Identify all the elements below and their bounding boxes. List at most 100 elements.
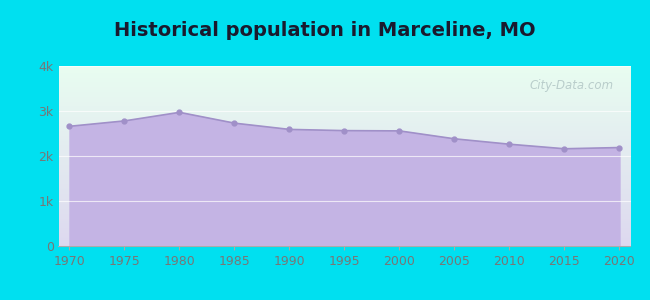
Bar	[58, 245, 630, 246]
Bar	[58, 77, 630, 78]
Bar	[58, 72, 630, 73]
Bar	[58, 136, 630, 137]
Bar	[58, 204, 630, 205]
Bar	[58, 97, 630, 98]
Bar	[58, 76, 630, 77]
Bar	[58, 111, 630, 112]
Bar	[58, 74, 630, 75]
Text: City-Data.com: City-Data.com	[529, 79, 614, 92]
Bar	[58, 157, 630, 158]
Bar	[58, 149, 630, 150]
Bar	[58, 145, 630, 146]
Bar	[58, 193, 630, 194]
Bar	[58, 153, 630, 154]
Bar	[58, 79, 630, 80]
Bar	[58, 228, 630, 229]
Bar	[58, 242, 630, 243]
Bar	[58, 108, 630, 109]
Bar	[58, 188, 630, 189]
Bar	[58, 104, 630, 105]
Bar	[58, 164, 630, 165]
Bar	[58, 178, 630, 179]
Bar	[58, 92, 630, 93]
Bar	[58, 99, 630, 100]
Bar	[58, 69, 630, 70]
Bar	[58, 103, 630, 104]
Bar	[58, 83, 630, 84]
Bar	[58, 171, 630, 172]
Bar	[58, 191, 630, 192]
Bar	[58, 203, 630, 204]
Bar	[58, 231, 630, 232]
Bar	[58, 143, 630, 144]
Bar	[58, 132, 630, 133]
Bar	[58, 240, 630, 241]
Bar	[58, 163, 630, 164]
Bar	[58, 244, 630, 245]
Bar	[58, 183, 630, 184]
Bar	[58, 115, 630, 116]
Bar	[58, 137, 630, 138]
Bar	[58, 146, 630, 147]
Bar	[58, 127, 630, 128]
Bar	[58, 212, 630, 213]
Bar	[58, 121, 630, 122]
Bar	[58, 208, 630, 209]
Bar	[58, 162, 630, 163]
Bar	[58, 168, 630, 169]
Bar	[58, 75, 630, 76]
Bar	[58, 165, 630, 166]
Bar	[58, 237, 630, 238]
Bar	[58, 185, 630, 186]
Bar	[58, 129, 630, 130]
Bar	[58, 184, 630, 185]
Bar	[58, 180, 630, 181]
Bar	[58, 179, 630, 180]
Bar	[58, 66, 630, 67]
Bar	[58, 126, 630, 127]
Bar	[58, 85, 630, 86]
Bar	[58, 243, 630, 244]
Bar	[58, 91, 630, 92]
Bar	[58, 192, 630, 193]
Bar	[58, 234, 630, 235]
Bar	[58, 142, 630, 143]
Bar	[58, 227, 630, 228]
Bar	[58, 224, 630, 225]
Bar	[58, 190, 630, 191]
Bar	[58, 106, 630, 107]
Bar	[58, 70, 630, 71]
Bar	[58, 196, 630, 197]
Bar	[58, 144, 630, 145]
Bar	[58, 87, 630, 88]
Bar	[58, 116, 630, 117]
Bar	[58, 210, 630, 211]
Bar	[58, 239, 630, 240]
Bar	[58, 117, 630, 118]
Bar	[58, 202, 630, 203]
Bar	[58, 101, 630, 102]
Bar	[58, 122, 630, 123]
Bar	[58, 138, 630, 139]
Bar	[58, 187, 630, 188]
Bar	[58, 206, 630, 207]
Bar	[58, 94, 630, 95]
Bar	[58, 107, 630, 108]
Bar	[58, 123, 630, 124]
Bar	[58, 198, 630, 199]
Bar	[58, 218, 630, 219]
Bar	[58, 82, 630, 83]
Bar	[58, 67, 630, 68]
Bar	[58, 229, 630, 230]
Bar	[58, 194, 630, 195]
Bar	[58, 170, 630, 171]
Bar	[58, 159, 630, 160]
Bar	[58, 125, 630, 126]
Bar	[58, 241, 630, 242]
Bar	[58, 128, 630, 129]
Bar	[58, 225, 630, 226]
Bar	[58, 236, 630, 237]
Bar	[58, 96, 630, 97]
Bar	[58, 151, 630, 152]
Bar	[58, 110, 630, 111]
